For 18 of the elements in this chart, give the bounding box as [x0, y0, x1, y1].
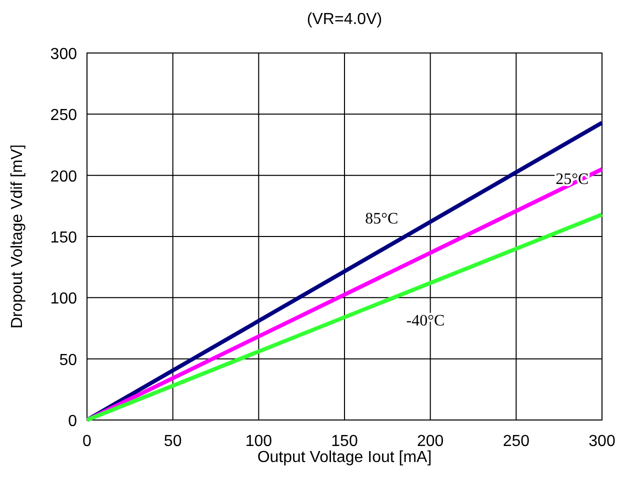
- chart-title: (VR=4.0V): [306, 11, 382, 28]
- x-tick-label: 0: [82, 433, 92, 450]
- y-tick-label: 250: [50, 107, 78, 124]
- y-tick-label: 50: [59, 352, 78, 369]
- y-tick-label: 300: [50, 46, 78, 63]
- series-label: 85°C: [365, 210, 398, 228]
- x-tick-label: 150: [331, 433, 358, 450]
- x-tick-label: 50: [164, 433, 182, 450]
- x-tick-label: 100: [245, 433, 272, 450]
- x-tick-label: 200: [416, 433, 444, 450]
- y-axis-title: Dropout Voltage Vdif [mV]: [9, 144, 26, 329]
- x-tick-label: 300: [588, 433, 616, 450]
- x-tick-label: 250: [502, 433, 530, 450]
- x-axis-title: Output Voltage Iout [mA]: [257, 449, 432, 466]
- y-tick-label: 100: [50, 290, 78, 308]
- y-tick-label: 0: [68, 413, 78, 430]
- y-tick-label: 150: [50, 230, 78, 246]
- y-tick-label: 200: [50, 168, 78, 186]
